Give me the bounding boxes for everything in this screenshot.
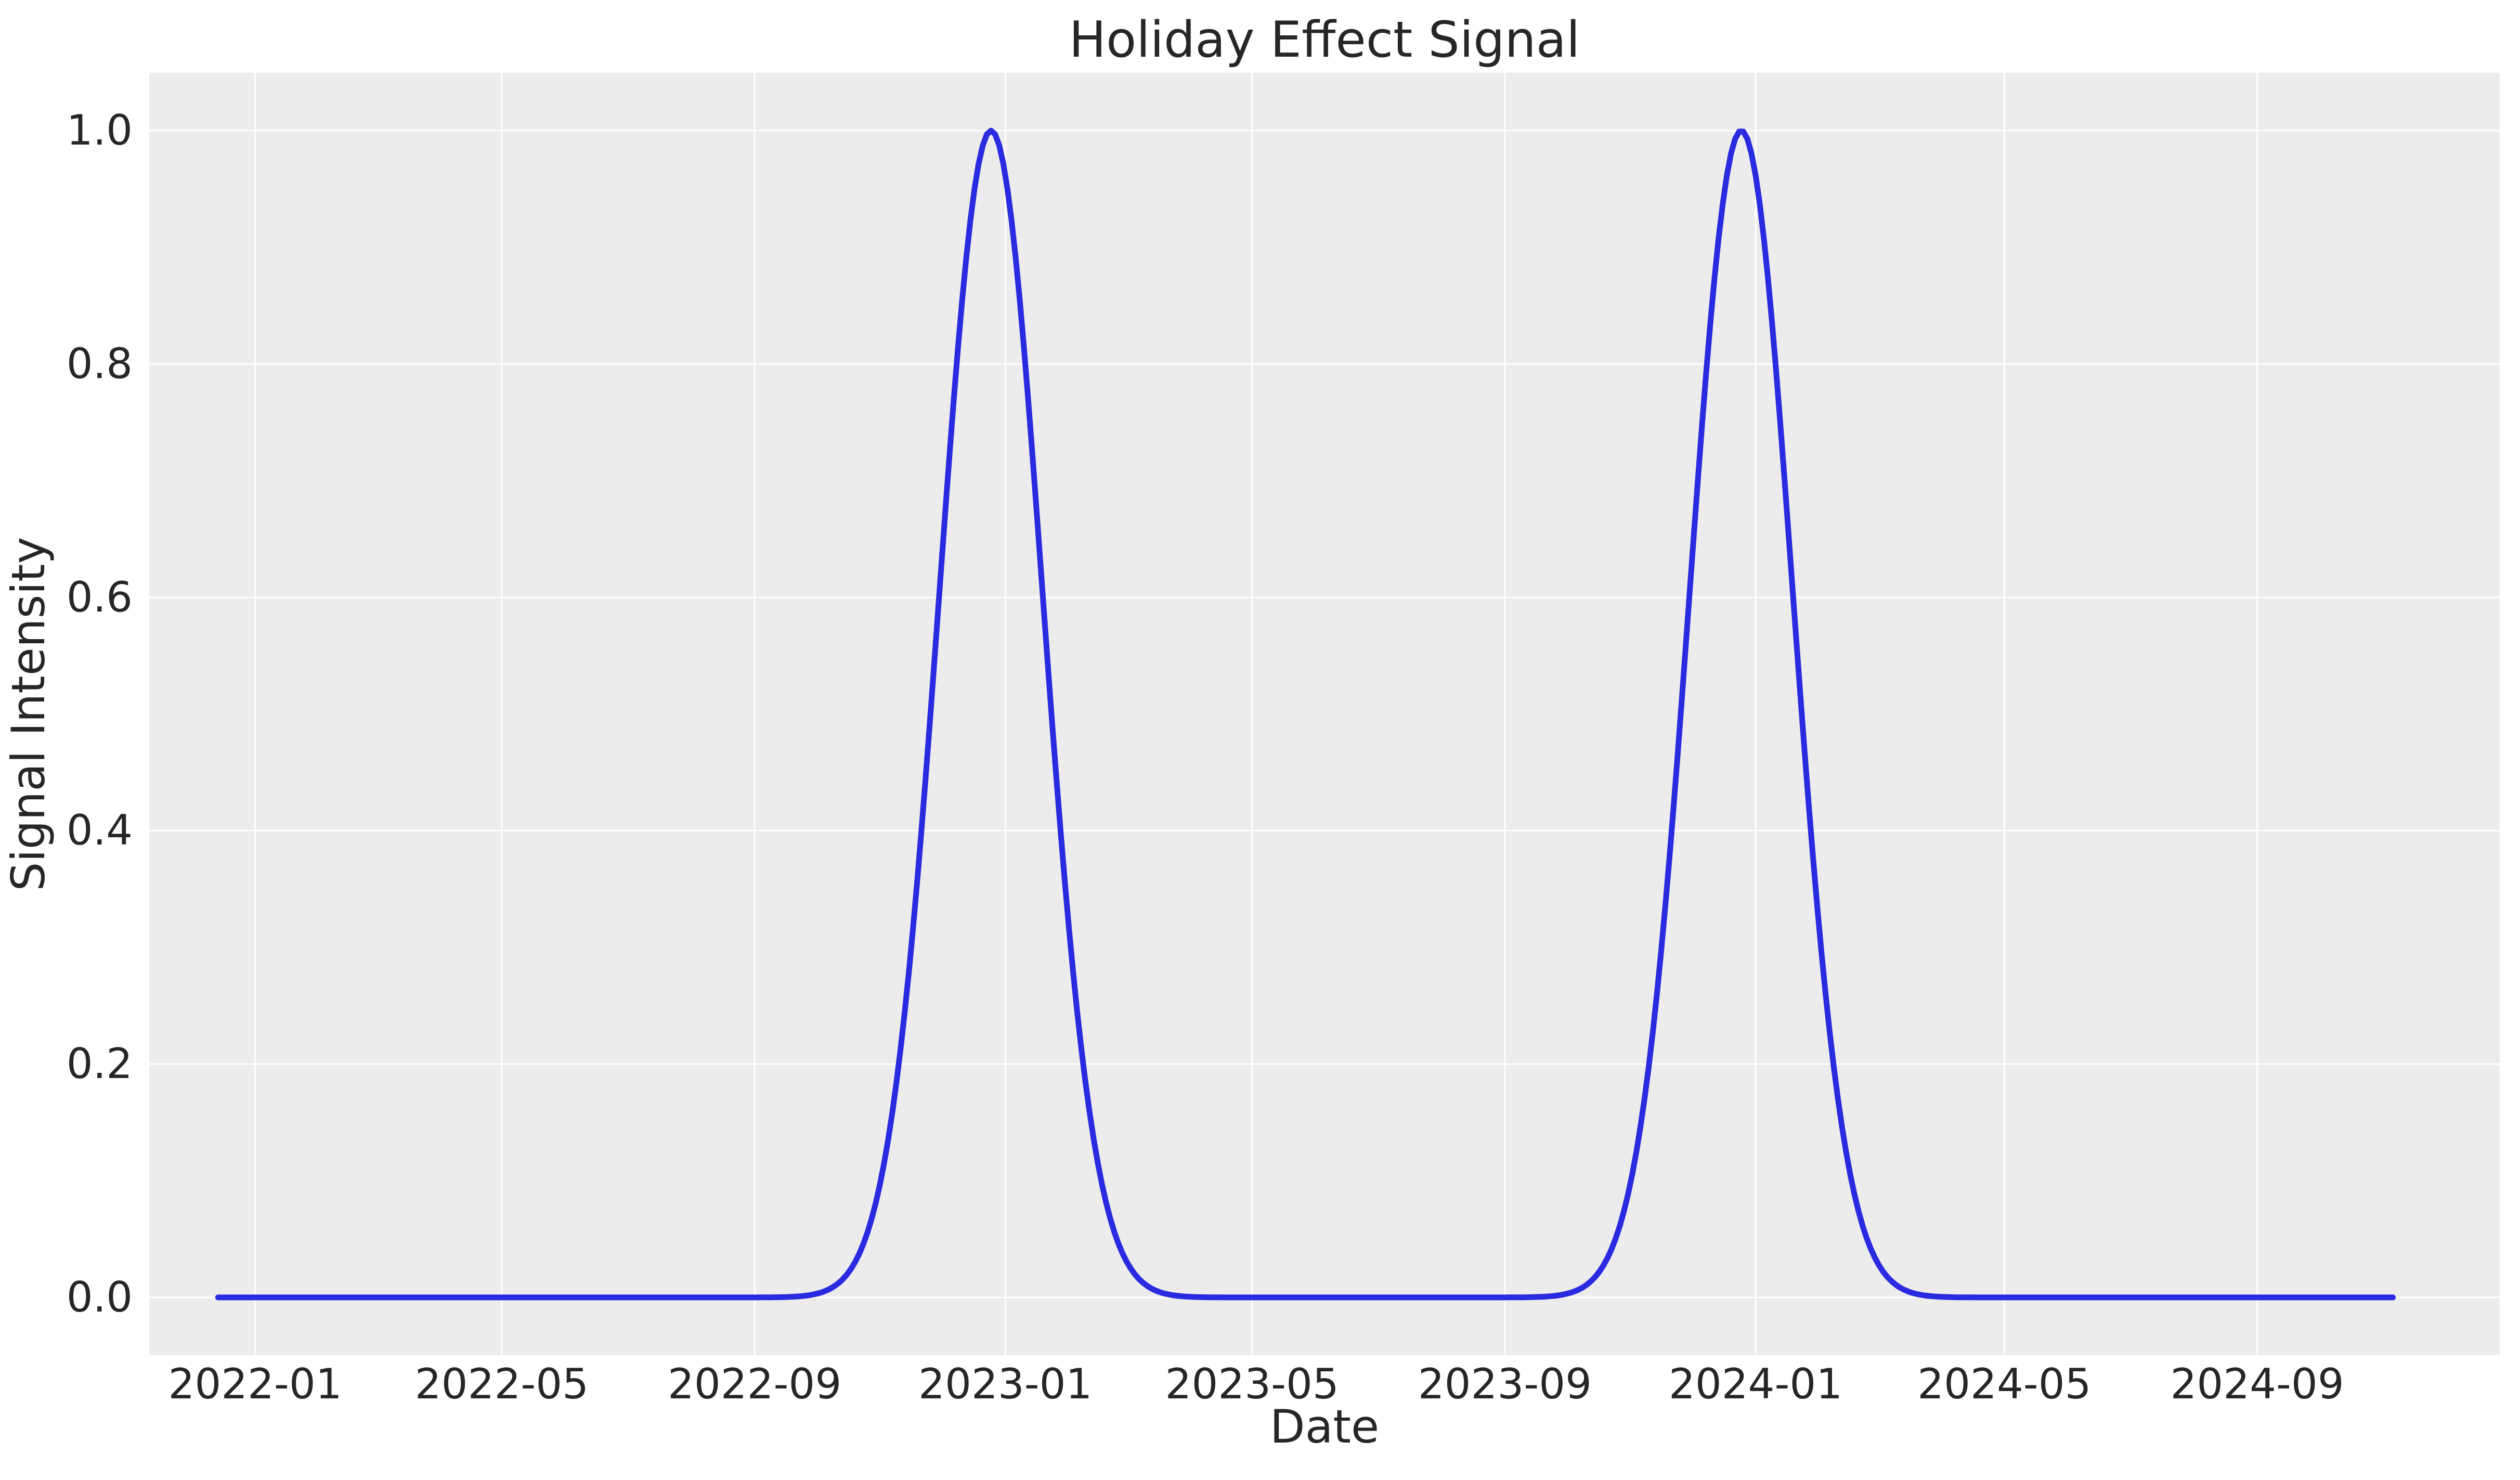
x-tick-label: 2022-05 <box>414 1360 589 1408</box>
y-tick-label: 0.0 <box>66 1273 133 1321</box>
y-tick-label: 0.8 <box>66 339 133 388</box>
x-tick-label: 2023-05 <box>1165 1360 1339 1408</box>
x-tick-label: 2024-05 <box>1917 1360 2092 1408</box>
x-tick-label: 2022-01 <box>168 1360 342 1408</box>
chart-title: Holiday Effect Signal <box>1069 11 1580 69</box>
x-tick-label: 2024-01 <box>1668 1360 1843 1408</box>
axes-background <box>149 73 2500 1355</box>
x-tick-label: 2024-09 <box>2170 1360 2344 1408</box>
y-tick-label: 0.2 <box>66 1040 133 1088</box>
y-tick-label: 1.0 <box>66 106 133 155</box>
y-tick-label: 0.4 <box>66 806 133 855</box>
x-tick-label: 2023-01 <box>918 1360 1093 1408</box>
y-tick-label: 0.6 <box>66 573 133 621</box>
signal-line <box>215 127 2396 1301</box>
x-axis-label: Date <box>1269 1400 1380 1453</box>
x-tick-label: 2023-09 <box>1418 1360 1592 1408</box>
x-tick-label: 2022-09 <box>667 1360 842 1408</box>
